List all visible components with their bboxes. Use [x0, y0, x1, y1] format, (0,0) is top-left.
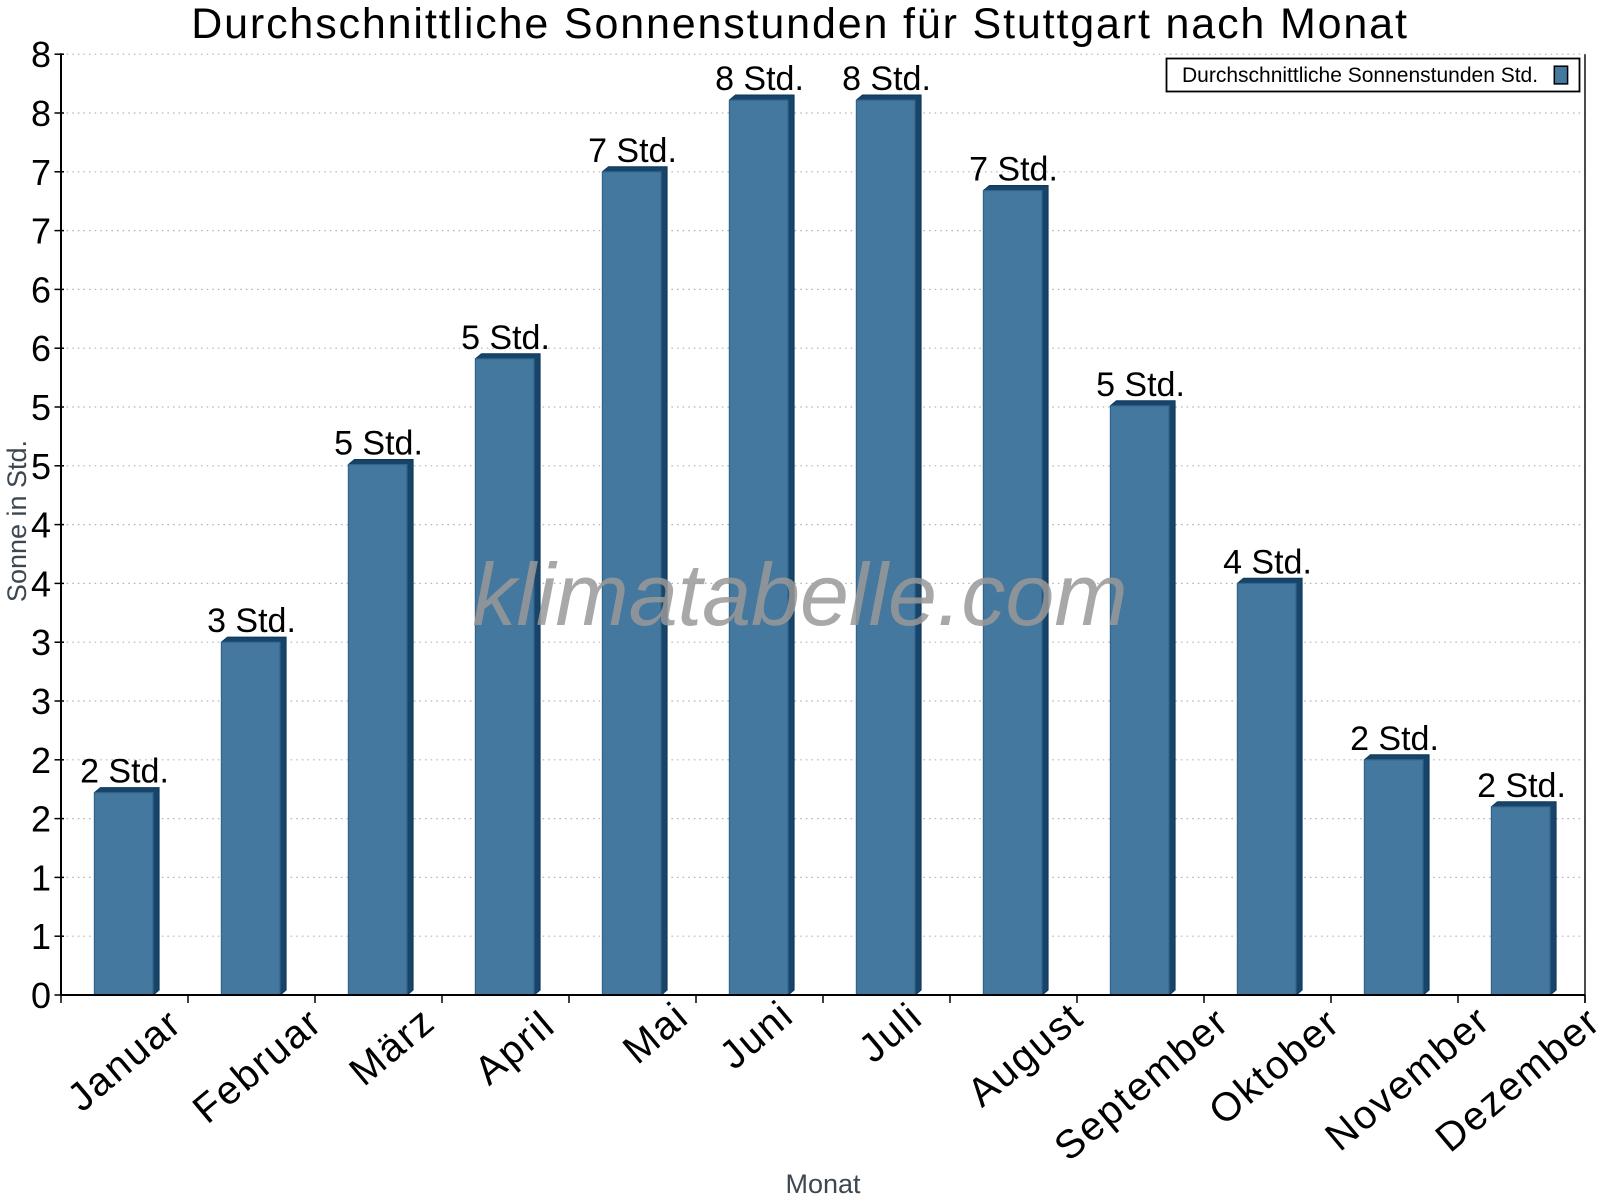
- svg-text:4: 4: [31, 563, 51, 604]
- svg-text:7 Std.: 7 Std.: [588, 132, 677, 170]
- svg-text:6: 6: [31, 328, 51, 369]
- svg-text:5 Std.: 5 Std.: [1096, 366, 1185, 404]
- svg-text:3 Std.: 3 Std.: [207, 602, 296, 640]
- svg-text:5 Std.: 5 Std.: [334, 425, 423, 463]
- svg-text:5: 5: [31, 446, 51, 487]
- svg-text:7: 7: [31, 152, 51, 193]
- svg-text:Monat: Monat: [785, 1169, 861, 1199]
- svg-text:7 Std.: 7 Std.: [969, 151, 1058, 189]
- svg-text:2 Std.: 2 Std.: [1350, 720, 1439, 758]
- svg-text:7: 7: [31, 211, 51, 252]
- svg-text:2: 2: [31, 740, 51, 781]
- svg-text:8 Std.: 8 Std.: [842, 60, 931, 98]
- svg-text:2: 2: [31, 799, 51, 840]
- svg-text:5: 5: [31, 387, 51, 428]
- svg-text:2 Std.: 2 Std.: [80, 753, 169, 791]
- svg-text:klimatabelle.com: klimatabelle.com: [472, 545, 1127, 644]
- svg-text:Durchschnittliche Sonnenstunde: Durchschnittliche Sonnenstunden Std.: [1182, 64, 1538, 87]
- svg-text:8 Std.: 8 Std.: [715, 60, 804, 98]
- svg-text:Sonne in Std.: Sonne in Std.: [2, 440, 32, 602]
- svg-text:Durchschnittliche Sonnenstunde: Durchschnittliche Sonnenstunden für Stut…: [191, 0, 1408, 48]
- svg-text:0: 0: [31, 975, 51, 1016]
- svg-text:2 Std.: 2 Std.: [1477, 767, 1566, 805]
- svg-text:5 Std.: 5 Std.: [461, 319, 550, 357]
- svg-text:3: 3: [31, 622, 51, 663]
- svg-text:4: 4: [31, 505, 51, 546]
- svg-text:8: 8: [31, 93, 51, 134]
- svg-text:3: 3: [31, 681, 51, 722]
- svg-text:8: 8: [31, 34, 51, 75]
- svg-text:4 Std.: 4 Std.: [1223, 543, 1312, 581]
- svg-text:1: 1: [31, 857, 51, 898]
- svg-text:1: 1: [31, 916, 51, 957]
- svg-text:6: 6: [31, 269, 51, 310]
